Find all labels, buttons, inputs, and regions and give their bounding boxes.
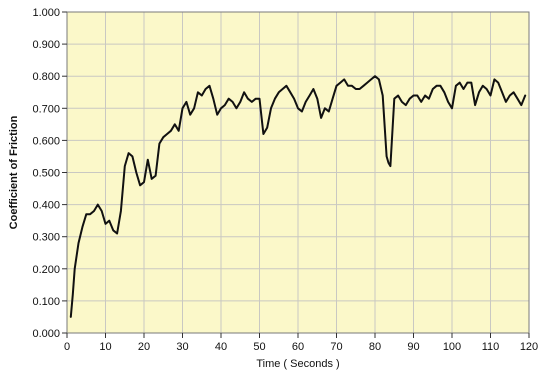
x-tick-label: 120 <box>520 341 538 353</box>
y-axis-ticks: 0.000 0.100 0.200 0.300 0.400 0.500 0.600 0.700… <box>32 7 67 340</box>
x-tick-label: 50 <box>253 341 265 353</box>
y-tick-label: 0.100 <box>32 296 60 308</box>
y-tick-label: 1.000 <box>32 7 60 19</box>
y-tick-label: 0.800 <box>32 71 60 83</box>
x-tick-label: 80 <box>369 341 381 353</box>
y-tick-label: 0.200 <box>32 264 60 276</box>
x-tick-label: 0 <box>64 341 70 353</box>
x-tick-label: 10 <box>99 341 111 353</box>
x-axis-label: Time ( Seconds ) <box>256 358 339 370</box>
x-tick-label: 90 <box>407 341 419 353</box>
y-tick-label: 0.300 <box>32 232 60 244</box>
series-line <box>69 75 527 318</box>
x-tick-label: 70 <box>330 341 342 353</box>
x-axis-ticks: 0 10 20 30 40 50 60 70 80 90 100 110 120 <box>64 333 538 353</box>
y-axis-label: Coefficient of Friction <box>8 115 20 229</box>
x-tick-label: 60 <box>292 341 304 353</box>
x-tick-label: 30 <box>176 341 188 353</box>
x-tick-label: 110 <box>482 341 500 353</box>
x-tick-label: 20 <box>138 341 150 353</box>
series-layer <box>69 75 527 318</box>
grid-lines <box>66 11 530 334</box>
y-tick-label: 0.000 <box>32 328 60 340</box>
y-tick-label: 0.600 <box>32 135 60 147</box>
x-tick-label: 40 <box>215 341 227 353</box>
y-tick-label: 0.500 <box>32 168 60 180</box>
y-tick-label: 0.900 <box>32 39 60 51</box>
x-tick-label: 100 <box>443 341 461 353</box>
y-tick-label: 0.400 <box>32 200 60 212</box>
y-tick-label: 0.700 <box>32 103 60 115</box>
